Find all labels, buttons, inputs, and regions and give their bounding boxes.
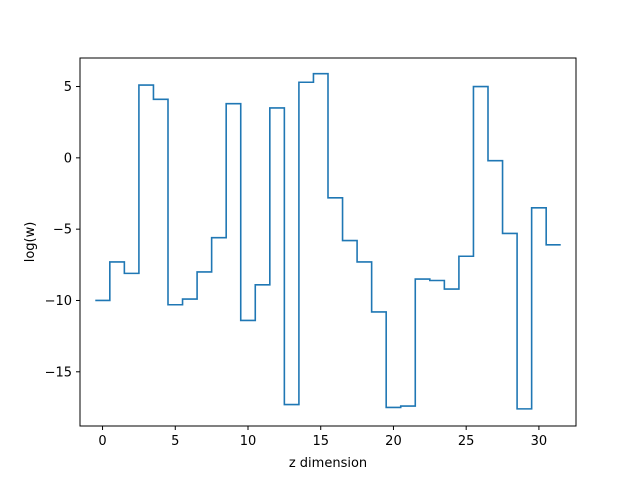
y-tick-label: 0 <box>64 151 72 166</box>
x-tick-label: 10 <box>240 434 257 449</box>
x-tick-label: 20 <box>385 434 402 449</box>
x-tick-label: 30 <box>531 434 548 449</box>
y-axis-label: log(w) <box>23 222 38 263</box>
x-tick-label: 25 <box>458 434 475 449</box>
y-tick-label: −5 <box>53 223 72 238</box>
x-tick-label: 0 <box>98 434 106 449</box>
y-tick-label: −15 <box>45 365 72 380</box>
y-tick-label: −10 <box>45 294 72 309</box>
plot-area-frame <box>79 57 577 427</box>
series-layer <box>95 72 561 410</box>
y-tick-label: 5 <box>64 80 72 95</box>
x-tick-label: 5 <box>171 434 179 449</box>
x-tick-label: 15 <box>312 434 329 449</box>
x-axis: 0 5 10 15 20 25 30 <box>98 426 547 449</box>
y-axis: −15 −10 −5 0 5 <box>45 80 80 380</box>
series-line-0 <box>95 72 561 410</box>
x-axis-label: z dimension <box>289 456 367 471</box>
